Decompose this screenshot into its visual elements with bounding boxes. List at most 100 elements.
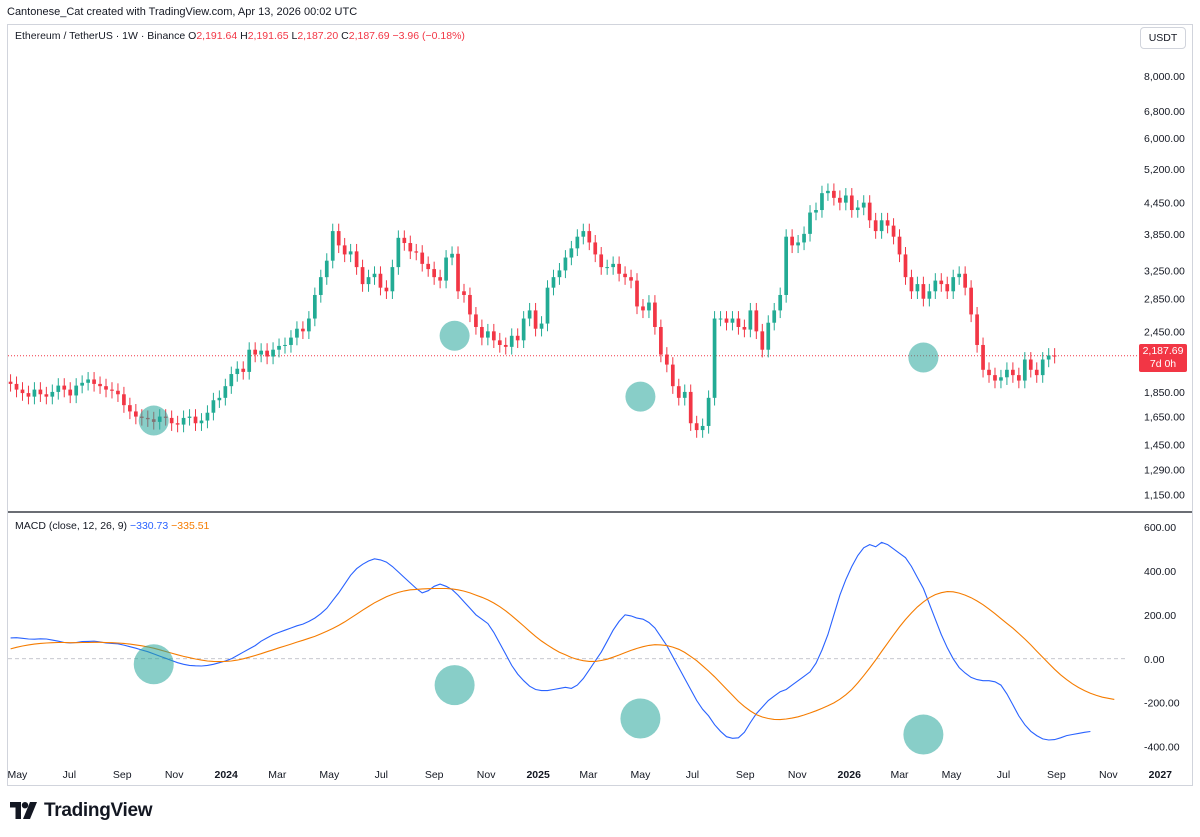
candle-body bbox=[515, 335, 520, 341]
candle-body bbox=[480, 326, 484, 338]
candle-body bbox=[420, 252, 425, 264]
candle-body bbox=[975, 314, 979, 345]
price-tick-label: 6,800.00 bbox=[1144, 106, 1185, 118]
candle-body bbox=[289, 337, 293, 345]
open-value: 2,191.64 bbox=[196, 30, 238, 42]
candle-body bbox=[957, 273, 962, 278]
candle-body bbox=[700, 425, 705, 431]
time-tick-label: Mar bbox=[268, 769, 287, 781]
candle-body bbox=[199, 420, 204, 424]
candle-body bbox=[26, 393, 31, 397]
candle-body bbox=[14, 383, 19, 390]
candle-body bbox=[426, 263, 431, 270]
candle-body bbox=[641, 306, 645, 311]
macd-highlight-circle bbox=[133, 644, 174, 685]
candle-body bbox=[491, 331, 496, 341]
candle-body bbox=[432, 269, 437, 278]
candle-body bbox=[861, 202, 866, 208]
candle-body bbox=[551, 277, 556, 288]
price-tick-label: 1,850.00 bbox=[1144, 387, 1185, 399]
time-tick-label: Nov bbox=[477, 769, 496, 781]
candle-body bbox=[360, 267, 365, 285]
macd-value: −330.73 bbox=[129, 520, 169, 532]
macd-tick-label: 400.00 bbox=[1144, 566, 1176, 578]
candle-body bbox=[688, 391, 693, 424]
candle-body bbox=[993, 375, 997, 381]
candle-body bbox=[402, 237, 407, 244]
signal-value: −335.51 bbox=[171, 520, 210, 532]
candle-body bbox=[533, 310, 538, 329]
candle-body bbox=[229, 374, 234, 387]
candle-body bbox=[414, 251, 419, 253]
candle-body bbox=[843, 195, 848, 203]
candle-body bbox=[330, 231, 335, 261]
candle-body bbox=[527, 310, 532, 319]
time-tick-label: Sep bbox=[113, 769, 132, 781]
candle-body bbox=[307, 318, 311, 332]
candle-body bbox=[915, 284, 920, 292]
bar-countdown: 7d 0h bbox=[1149, 358, 1177, 370]
candle-body bbox=[104, 386, 108, 390]
candle-body bbox=[557, 270, 562, 278]
price-tick-label: 1,290.00 bbox=[1144, 465, 1185, 477]
candle-body bbox=[68, 389, 73, 396]
last-price-tag: 2,187.69 7d 0h bbox=[1139, 344, 1187, 372]
candle-body bbox=[497, 340, 502, 345]
candle-body bbox=[62, 385, 67, 390]
candle-body bbox=[92, 379, 96, 384]
candle-body bbox=[20, 389, 25, 394]
candle-body bbox=[116, 390, 120, 395]
candle-body bbox=[796, 242, 800, 246]
candle-body bbox=[223, 386, 228, 398]
candle-body bbox=[742, 326, 747, 330]
candle-body bbox=[1011, 369, 1015, 376]
candle-body bbox=[354, 251, 359, 268]
candle-body bbox=[766, 322, 771, 350]
candle-body bbox=[784, 236, 789, 295]
candle-body bbox=[873, 220, 878, 232]
time-tick-label: Jul bbox=[997, 769, 1010, 781]
price-tick-label: 1,450.00 bbox=[1144, 439, 1185, 451]
candle-body bbox=[211, 400, 216, 413]
price-highlight-circle bbox=[138, 405, 169, 436]
candle-body bbox=[867, 202, 872, 221]
last-price-value: 2,187.69 bbox=[1142, 345, 1184, 357]
candle-body bbox=[1040, 359, 1045, 376]
candle-body bbox=[74, 385, 79, 396]
candle-body bbox=[277, 345, 281, 350]
candle-body bbox=[575, 236, 580, 249]
candle-body bbox=[1046, 355, 1051, 360]
macd-tick-label: 200.00 bbox=[1144, 610, 1176, 622]
macd-tick-label: 600.00 bbox=[1144, 522, 1176, 534]
price-tick-label: 1,150.00 bbox=[1144, 489, 1185, 501]
candle-body bbox=[408, 243, 413, 252]
time-tick-label: Sep bbox=[736, 769, 755, 781]
candle-body bbox=[808, 212, 812, 234]
candle-body bbox=[283, 344, 287, 346]
time-tick-label: Jul bbox=[686, 769, 699, 781]
candle-body bbox=[748, 310, 753, 330]
candle-body bbox=[342, 245, 347, 255]
candle-body bbox=[539, 323, 544, 329]
currency-button[interactable]: USDT bbox=[1140, 27, 1186, 49]
candle-body bbox=[670, 364, 675, 387]
candle-body bbox=[110, 389, 114, 391]
candle-body bbox=[599, 254, 604, 268]
candle-body bbox=[587, 231, 592, 243]
price-legend: Ethereum / TetherUS · 1W · Binance O2,19… bbox=[15, 30, 465, 42]
time-tick-label: Nov bbox=[165, 769, 184, 781]
candle-body bbox=[999, 377, 1003, 381]
candle-body bbox=[312, 294, 317, 319]
time-tick-label: Sep bbox=[1047, 769, 1066, 781]
candle-body bbox=[390, 267, 395, 292]
candle-body bbox=[605, 267, 610, 269]
time-tick-label: May bbox=[319, 769, 340, 781]
candle-body bbox=[86, 379, 90, 383]
candle-body bbox=[1052, 355, 1057, 357]
candle-body bbox=[826, 190, 830, 194]
candle-body bbox=[1005, 369, 1009, 378]
time-tick-label: Jul bbox=[375, 769, 388, 781]
candle-body bbox=[509, 335, 514, 347]
candle-body bbox=[987, 369, 991, 376]
